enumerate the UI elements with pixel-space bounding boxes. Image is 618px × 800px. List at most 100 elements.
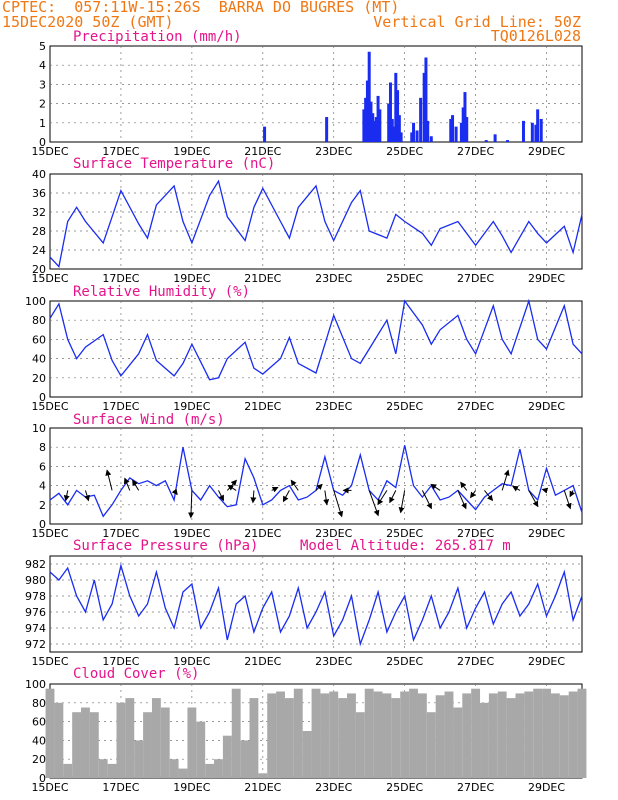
press-ytick-label: 974 <box>25 622 46 635</box>
humidity-title: Relative Humidity (%) <box>73 284 250 300</box>
cloud-cover-bar <box>444 691 454 778</box>
precip-bar <box>506 140 510 142</box>
press-xtick-label: 15DEC <box>31 655 68 668</box>
product-code: TQ0126L028 <box>490 27 581 45</box>
cloud-xtick-label: 19DEC <box>173 781 210 794</box>
precip-xtick-label: 27DEC <box>457 145 494 158</box>
precip-bar <box>429 136 433 142</box>
precip-bar <box>371 113 375 142</box>
rh-xtick-label: 21DEC <box>244 400 281 413</box>
precip-bar <box>465 117 469 142</box>
wind-arrow <box>227 484 237 491</box>
cloud-cover-bar <box>355 712 365 778</box>
press-frame <box>49 555 583 653</box>
rh-ytick-label: 40 <box>32 353 46 366</box>
precip-bar <box>263 126 267 142</box>
cloud-cover-bar <box>231 688 241 778</box>
temp-frame <box>49 173 583 270</box>
press-xtick-label: 27DEC <box>457 655 494 668</box>
cloud-cover-bar <box>364 688 374 778</box>
temp-xtick-label: 19DEC <box>173 272 210 285</box>
cloud-cover-bar <box>276 691 285 778</box>
cloud-cover-panel: Cloud Cover (%) 0 20 40 60 80 100 15DEC 17DEC 19… <box>25 666 587 794</box>
precip-bar <box>422 72 426 142</box>
precip-bar <box>397 115 401 142</box>
precip-xtick-label: 29DEC <box>528 145 565 158</box>
cloud-cover-bar <box>63 763 73 778</box>
wind-arrow <box>84 490 90 502</box>
cloud-cover-bar <box>45 688 55 778</box>
precip-bar <box>388 82 392 142</box>
precip-bar <box>387 103 391 142</box>
rh-xtick-label: 19DEC <box>173 400 210 413</box>
wind-arrow <box>389 490 397 504</box>
rh-ytick-label: 80 <box>32 314 46 327</box>
wind-arrow <box>484 490 494 502</box>
press-xtick-label: 23DEC <box>315 655 352 668</box>
precip-bar <box>399 132 403 142</box>
cloud-cover-bar <box>568 691 578 778</box>
cloud-cover-bar <box>542 688 551 778</box>
wind-frame <box>49 427 583 525</box>
wind-xtick-label: 23DEC <box>315 527 352 540</box>
wind-ytick-label: 10 <box>32 422 46 435</box>
cloud-cover-bar <box>311 688 321 778</box>
rh-ytick-label: 0 <box>39 391 46 404</box>
precip-bar <box>365 80 369 142</box>
precipitation-panel: Precipitation (mm/h) 0 1 2 3 4 5 15DEC 17DEC 19D… <box>31 29 583 158</box>
cloud-cover-bar <box>320 693 330 778</box>
temp-ytick-label: 20 <box>32 263 46 276</box>
wind-xtick-label: 17DEC <box>102 527 139 540</box>
rh-frame <box>49 300 583 398</box>
wind-ytick-label: 0 <box>39 518 46 531</box>
grid-note: Vertical Grid Line: 50Z <box>373 13 581 31</box>
wind-arrow <box>541 487 549 494</box>
wind-arrow <box>470 490 477 499</box>
wind-arrow <box>563 490 572 510</box>
rh-ytick-label: 20 <box>32 372 46 385</box>
rh-xtick-label: 23DEC <box>315 400 352 413</box>
cloud-cover-bar <box>480 702 489 778</box>
wind-ytick-label: 8 <box>39 441 46 454</box>
wind-arrow <box>218 490 224 502</box>
temp-xtick-label: 23DEC <box>315 272 352 285</box>
wind-ytick-label: 2 <box>39 499 46 512</box>
cloud-cover-bar <box>222 735 232 778</box>
wind-arrow <box>569 490 576 498</box>
precip-ytick-label: 1 <box>39 117 46 130</box>
cloud-cover-bar <box>214 759 223 778</box>
cloud-cover-bar <box>54 702 64 778</box>
cloud-xtick-label: 23DEC <box>315 781 352 794</box>
pressure-title: Surface Pressure (hPa) <box>73 538 258 554</box>
temp-ytick-label: 36 <box>32 187 46 200</box>
rh-xtick-label: 25DEC <box>386 400 423 413</box>
precip-bar <box>367 51 371 143</box>
cloud-cover-bar <box>249 698 259 778</box>
model-altitude: Model Altitude: 265.817 m <box>300 538 511 554</box>
temperature-title: Surface Temperature (nC) <box>73 156 275 172</box>
precip-ytick-label: 4 <box>39 59 46 72</box>
cloud-cover-bar <box>435 695 445 778</box>
station-header: CPTEC: 057:11W-15:26S BARRA DO BUGRES (M… <box>2 0 400 16</box>
precip-bar <box>534 124 538 142</box>
wind-arrow <box>132 479 140 491</box>
cloud-cover-bar <box>116 702 126 778</box>
pressure-panel: Surface Pressure (hPa) Model Altitude: 2… <box>25 538 583 668</box>
precip-bar <box>396 90 400 142</box>
precip-bar <box>493 134 497 142</box>
cloud-cover-bar <box>391 698 401 778</box>
temp-ytick-label: 24 <box>32 244 46 257</box>
cloud-cover-bar <box>400 691 410 778</box>
cloud-ytick-label: 40 <box>32 734 46 747</box>
precip-xtick-label: 23DEC <box>315 145 352 158</box>
precip-ytick-label: 0 <box>39 136 46 149</box>
wind-arrow <box>368 490 380 517</box>
cloud-cover-bar <box>426 712 436 778</box>
precip-bar <box>521 120 525 142</box>
precip-bar <box>394 72 398 142</box>
precip-bar <box>376 95 380 142</box>
cloud-cover-bar <box>72 712 82 778</box>
rh-xtick-label: 29DEC <box>528 400 565 413</box>
rh-xtick-label: 15DEC <box>31 400 68 413</box>
precip-frame <box>49 45 583 143</box>
